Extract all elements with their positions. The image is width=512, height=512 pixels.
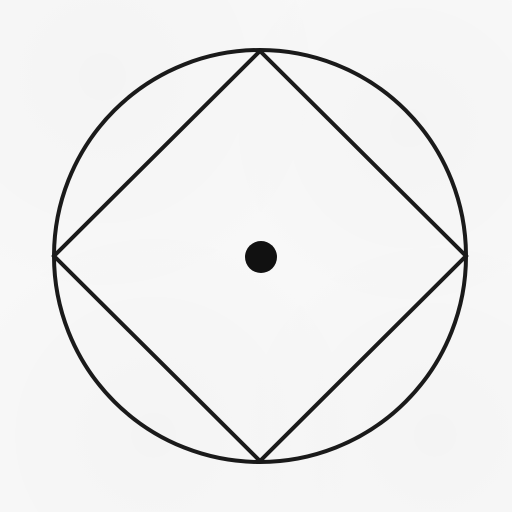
- inscribed-square: [51, 48, 469, 464]
- center-dot: [245, 241, 277, 273]
